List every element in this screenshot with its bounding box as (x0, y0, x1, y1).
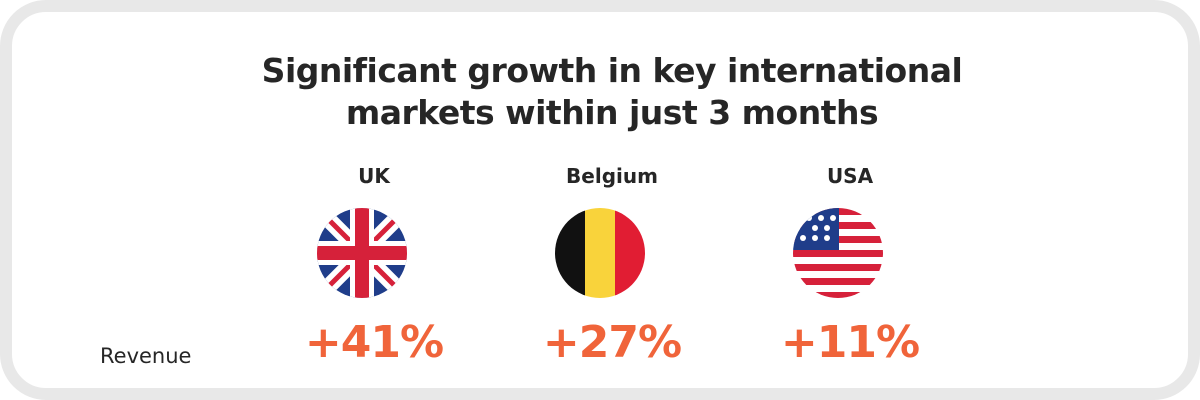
uk-flag (317, 208, 407, 298)
usa-flag (793, 208, 883, 298)
market-name: USA (826, 164, 874, 188)
growth-value: +27% (542, 317, 682, 368)
growth-value: +41% (304, 317, 444, 368)
belgium-flag (555, 208, 645, 298)
growth-value: +11% (780, 317, 920, 368)
market-name: UK (358, 164, 390, 188)
row-label: Revenue (100, 344, 192, 368)
title: Significant growth in key international … (261, 51, 963, 132)
market-name: Belgium (566, 164, 658, 188)
